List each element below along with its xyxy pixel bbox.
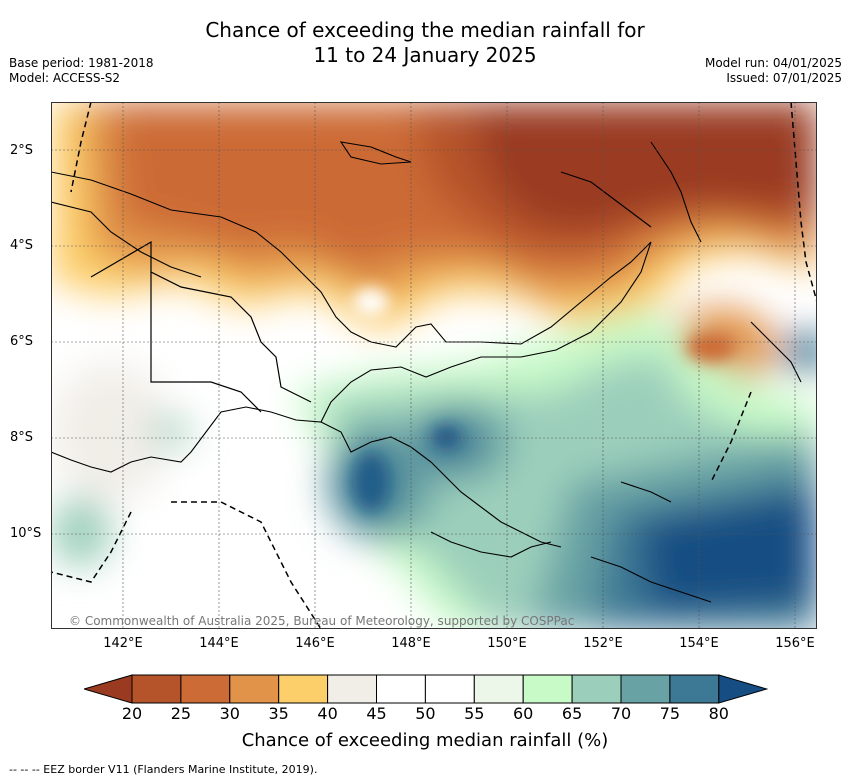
colorbar-segments bbox=[84, 674, 768, 704]
colorbar-tick-label: 70 bbox=[610, 704, 632, 723]
map-frame bbox=[51, 102, 817, 629]
model-name: Model: ACCESS-S2 bbox=[9, 71, 121, 85]
lat-label-4s: 4°S bbox=[10, 238, 34, 253]
metadata-right: Model run: 04/01/2025 Issued: 07/01/2025 bbox=[705, 56, 842, 86]
colorbar-tick-label: 40 bbox=[317, 704, 338, 723]
title-line-1: Chance of exceeding the median rainfall … bbox=[205, 18, 645, 42]
lon-label-150e: 150°E bbox=[487, 636, 527, 651]
lat-label-8s: 8°S bbox=[10, 430, 34, 445]
lat-label-6s: 6°S bbox=[10, 334, 34, 349]
lon-label-144e: 144°E bbox=[199, 636, 239, 651]
probability-field: © Commonwealth of Australia 2025, Bureau… bbox=[51, 102, 817, 629]
colorbar-segment bbox=[278, 674, 329, 704]
metadata-left: Base period: 1981-2018 Model: ACCESS-S2 bbox=[9, 56, 154, 86]
colorbar-tick-label: 75 bbox=[659, 704, 681, 723]
colorbar-tick-label: 30 bbox=[219, 704, 240, 723]
colorbar-segment bbox=[620, 674, 671, 704]
colorbar-tick-label: 65 bbox=[561, 704, 583, 723]
colorbar-tick-label: 60 bbox=[513, 704, 534, 723]
colorbar-tick-label: 25 bbox=[170, 704, 192, 723]
base-period: Base period: 1981-2018 bbox=[9, 56, 154, 70]
lat-label-10s: 10°S bbox=[10, 526, 42, 541]
borders bbox=[90, 240, 312, 413]
colorbar-segment bbox=[327, 674, 378, 704]
lon-label-148e: 148°E bbox=[391, 636, 431, 651]
colorbar-tick-label: 55 bbox=[464, 704, 485, 723]
colorbar-segment bbox=[424, 674, 475, 704]
colorbar-segment bbox=[229, 674, 280, 704]
eez-footnote: -- -- -- EEZ border V11 (Flanders Marine… bbox=[9, 763, 318, 776]
issued-date: Issued: 07/01/2025 bbox=[726, 71, 842, 85]
lon-label-154e: 154°E bbox=[679, 636, 719, 651]
rainfall-map: © Commonwealth of Australia 2025, Bureau… bbox=[51, 102, 817, 629]
colorbar-extend-high bbox=[718, 674, 768, 704]
colorbar-segment bbox=[473, 674, 524, 704]
colorbar-segment bbox=[180, 674, 231, 704]
colorbar-segment bbox=[376, 674, 426, 704]
lon-label-146e: 146°E bbox=[295, 636, 335, 651]
map-title: Chance of exceeding the median rainfall … bbox=[0, 18, 850, 68]
lon-label-152e: 152°E bbox=[583, 636, 623, 651]
eez-borders bbox=[51, 102, 817, 629]
coastlines bbox=[51, 141, 802, 603]
colorbar-tick-label: 80 bbox=[708, 704, 729, 723]
colorbar-extend-low bbox=[84, 674, 133, 704]
colorbar-tick-label: 35 bbox=[268, 704, 289, 723]
colorbar-label: Chance of exceeding median rainfall (%) bbox=[241, 730, 609, 751]
colorbar-tick-label: 45 bbox=[366, 704, 387, 723]
colorbar bbox=[84, 674, 768, 704]
lon-label-142e: 142°E bbox=[103, 636, 143, 651]
colorbar-segment bbox=[571, 674, 622, 704]
title-line-2: 11 to 24 January 2025 bbox=[313, 43, 537, 67]
colorbar-segment bbox=[669, 674, 720, 704]
lon-label-156e: 156°E bbox=[775, 636, 815, 651]
colorbar-segment bbox=[522, 674, 573, 704]
lat-label-2s: 2°S bbox=[10, 143, 34, 158]
colorbar-segment bbox=[131, 674, 182, 704]
colorbar-tick-label: 20 bbox=[121, 704, 143, 723]
copyright-text: © Commonwealth of Australia 2025, Bureau… bbox=[69, 614, 574, 628]
colorbar-tick-label: 50 bbox=[415, 704, 436, 723]
model-run: Model run: 04/01/2025 bbox=[704, 56, 842, 70]
